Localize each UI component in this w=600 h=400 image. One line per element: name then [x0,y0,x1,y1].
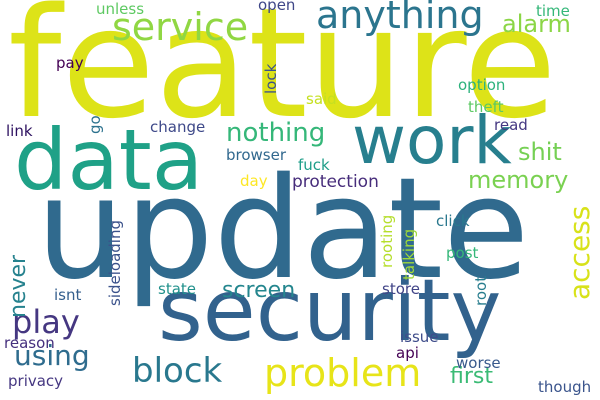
word-pay: pay [56,54,84,72]
word-rooting: rooting [378,214,396,268]
word-open: open [258,0,296,14]
word-feature: feature [8,0,557,152]
word-first: first [450,364,493,389]
word-option: option [458,76,506,94]
word-privacy: privacy [8,372,64,390]
word-api: api [396,344,419,362]
word-never: never [6,254,31,318]
word-store: store [382,280,420,298]
word-anything: anything [316,0,484,37]
word-link: link [6,122,33,140]
word-update: update [36,148,530,311]
word-browser: browser [226,146,287,164]
word-said: said [306,90,337,108]
word-sideloading: sideloading [106,220,124,306]
word-work: work [352,102,512,179]
word-post: post [446,244,479,262]
word-change: change [150,118,206,136]
word-play: play [12,303,80,341]
word-go: go [86,115,104,134]
word-reason: reason [4,334,55,352]
word-day: day [240,172,268,190]
word-state: state [158,280,196,298]
word-service: service [112,5,249,49]
word-screen: screen [222,278,296,303]
word-data: data [14,111,204,209]
word-root: root [472,275,490,306]
word-unless: unless [96,0,145,18]
word-access: access [563,205,596,300]
word-fuck: fuck [298,156,330,174]
word-protection: protection [292,172,379,192]
word-talking: talking [400,228,418,280]
word-click: click [436,212,470,230]
word-using: using [14,339,90,372]
word-isnt: isnt [54,286,82,304]
word-problem: problem [264,351,422,395]
word-nothing: nothing [226,118,326,148]
word-though: though [538,378,592,396]
word-block: block [132,351,223,391]
word-shit: shit [518,138,562,166]
word-worse: worse [456,354,501,372]
word-issue: issue [400,328,439,346]
word-time: time [536,2,570,20]
word-memory: memory [468,166,569,194]
word-lock: lock [262,63,280,94]
word-read: read [494,116,528,134]
word-theft: theft [468,98,504,116]
word-security: security [158,261,502,361]
word-alarm: alarm [502,10,571,38]
